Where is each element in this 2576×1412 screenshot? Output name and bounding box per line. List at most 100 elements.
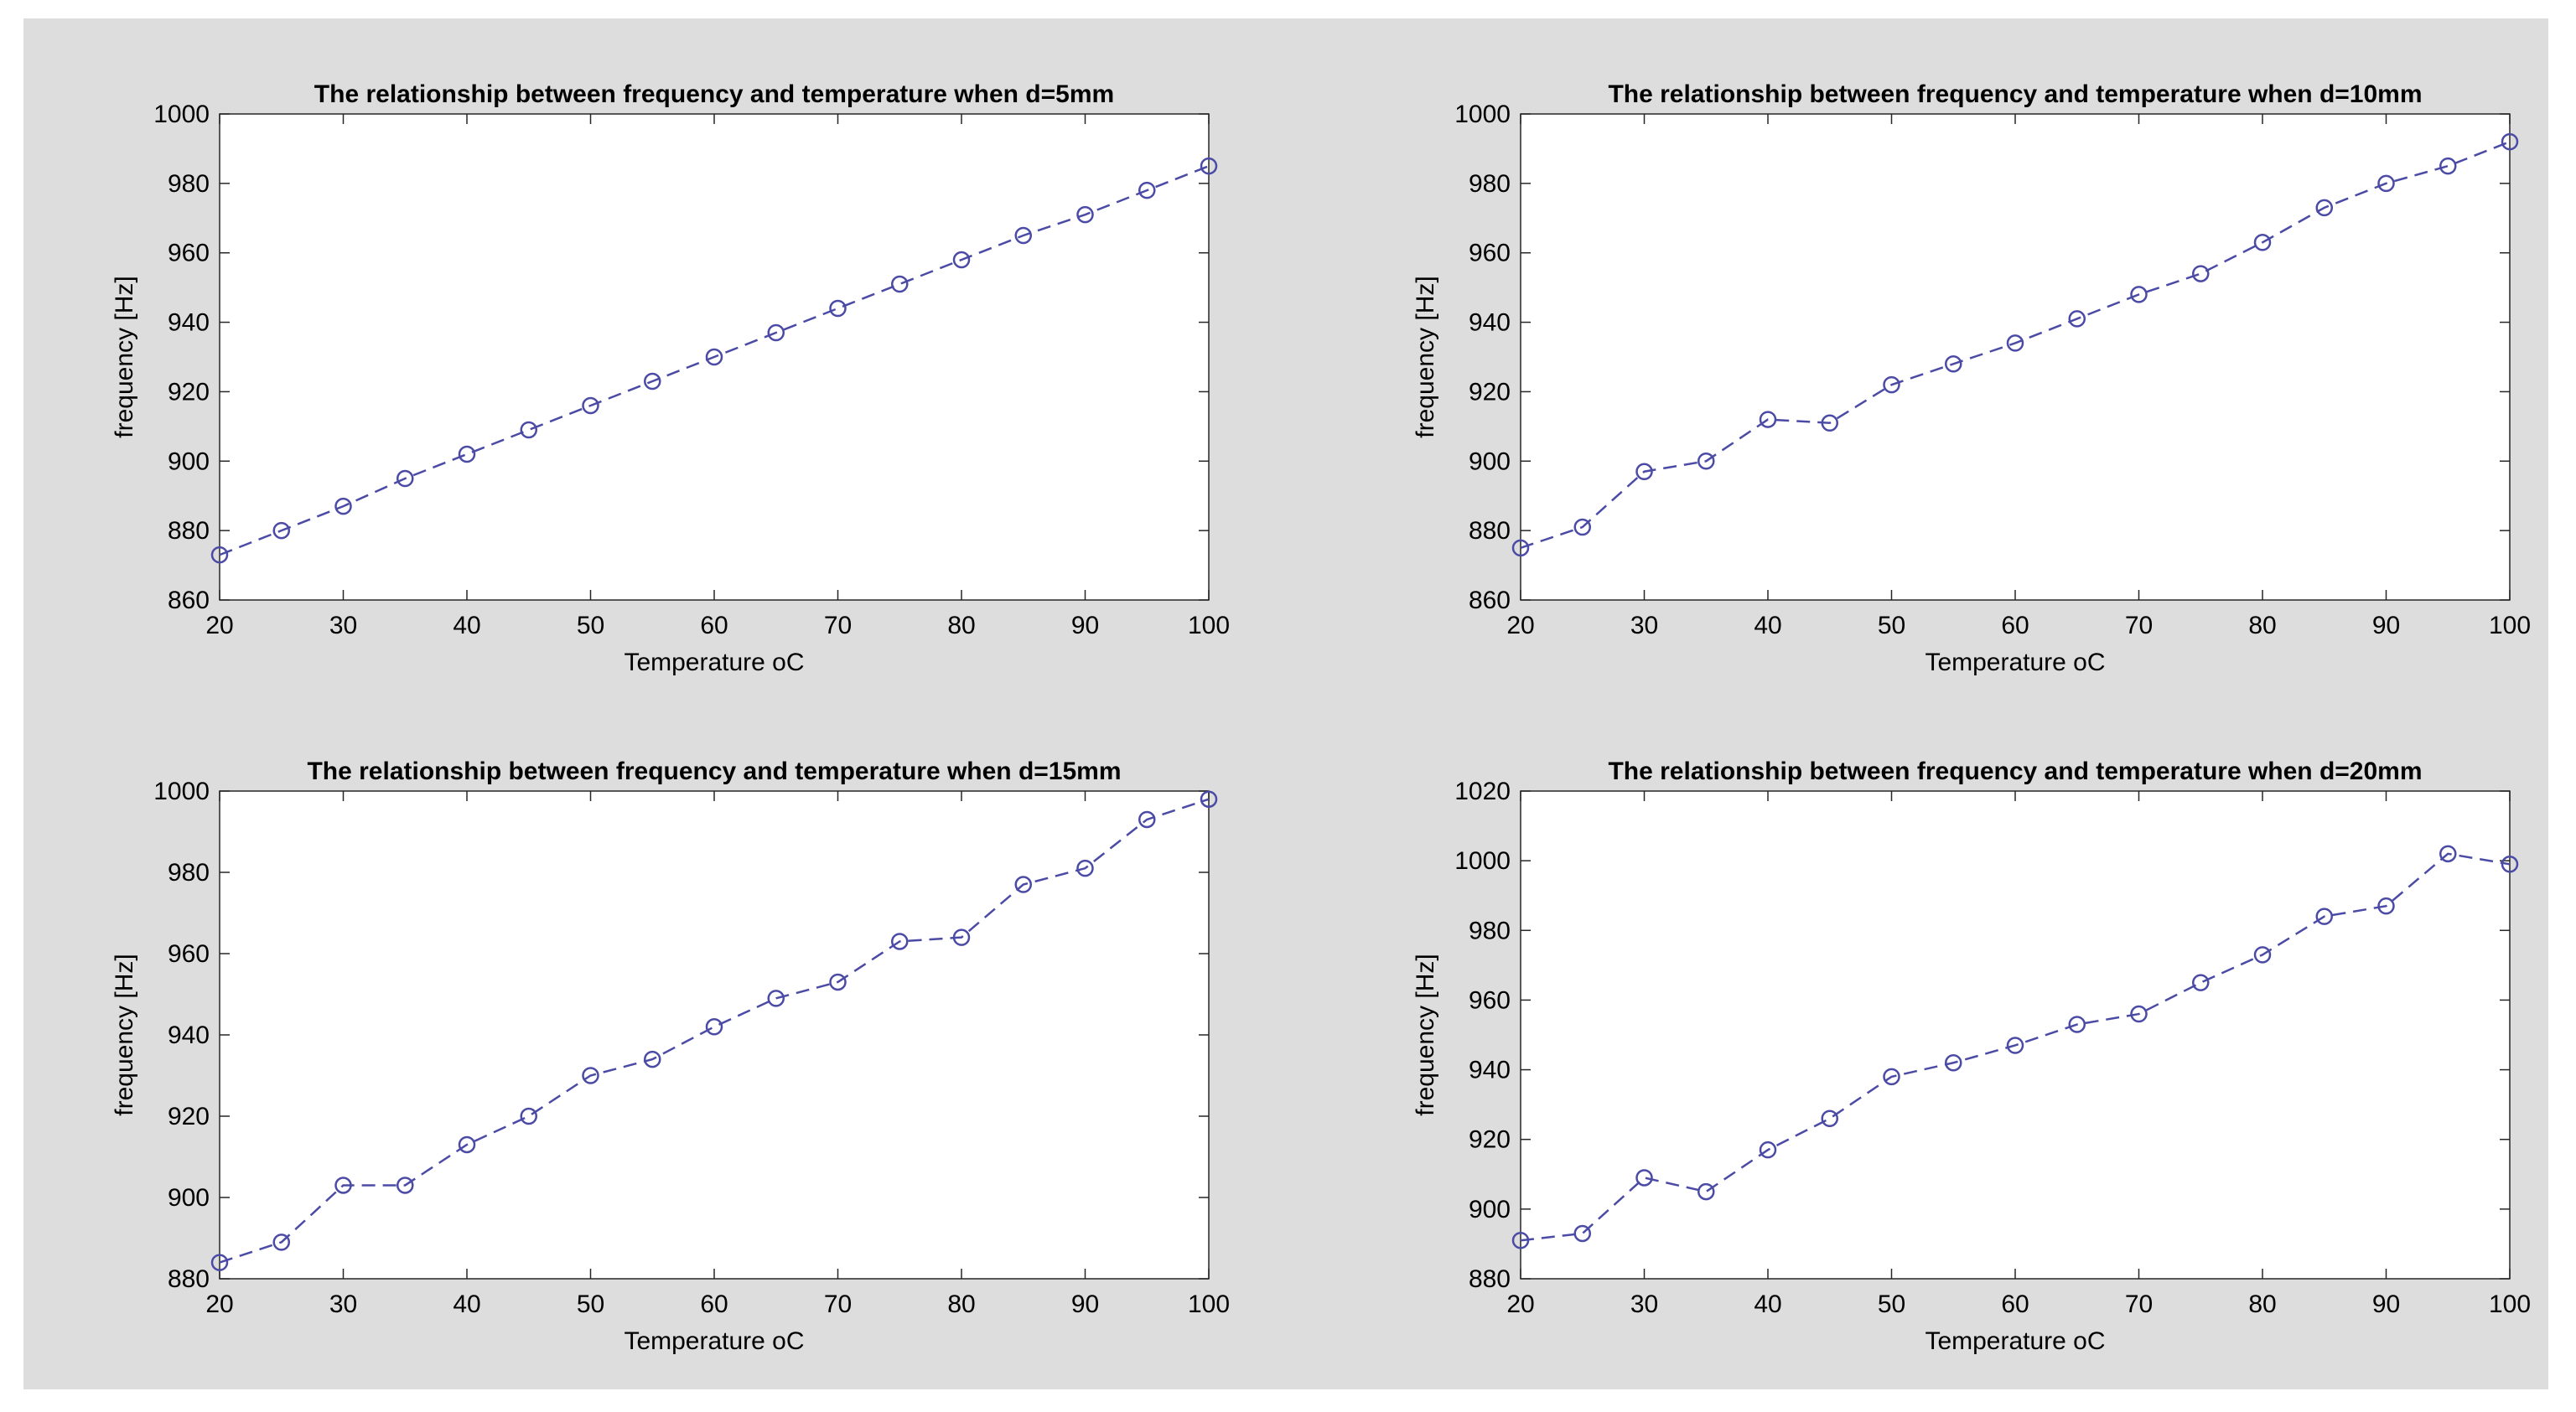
data-point bbox=[644, 372, 661, 390]
series-line bbox=[1520, 140, 2511, 550]
y-tick-label: 1020 bbox=[1454, 778, 1511, 805]
y-tick-label: 920 bbox=[1469, 378, 1511, 406]
figure-svg: The relationship between frequency and t… bbox=[111, 80, 2531, 1355]
chart-title: The relationship between frequency and t… bbox=[307, 758, 1121, 785]
y-tick-label: 860 bbox=[168, 587, 210, 614]
x-tick-label: 30 bbox=[1630, 612, 1658, 639]
data-point bbox=[1759, 411, 1777, 428]
x-axis-label: Temperature oC bbox=[1925, 649, 2105, 676]
x-tick-label: 100 bbox=[2489, 1290, 2531, 1318]
y-tick-label: 1000 bbox=[153, 101, 210, 128]
x-tick-label: 50 bbox=[1878, 612, 1905, 639]
data-point bbox=[1200, 157, 1218, 175]
data-point bbox=[334, 497, 352, 515]
x-tick-label: 70 bbox=[2125, 1290, 2153, 1318]
data-point bbox=[2130, 1005, 2148, 1023]
data-point bbox=[705, 348, 723, 366]
data-point bbox=[1821, 1109, 1838, 1128]
x-tick-label: 30 bbox=[329, 612, 357, 639]
x-axis-label: Temperature oC bbox=[624, 649, 804, 676]
x-tick-label: 20 bbox=[205, 612, 233, 639]
plot-area bbox=[1520, 790, 2511, 1280]
data-point bbox=[2192, 265, 2210, 282]
x-tick-label: 90 bbox=[1071, 1290, 1099, 1318]
y-tick-label: 980 bbox=[1469, 917, 1511, 944]
data-point bbox=[1573, 518, 1591, 536]
x-tick-label: 30 bbox=[329, 1290, 357, 1318]
data-point bbox=[1076, 859, 1094, 877]
y-tick-label: 980 bbox=[168, 859, 210, 887]
figure: The relationship between frequency and t… bbox=[23, 18, 2548, 1389]
y-axis-label: frequency [Hz] bbox=[111, 954, 138, 1115]
x-tick-label: 70 bbox=[824, 612, 852, 639]
y-tick-label: 960 bbox=[168, 940, 210, 968]
data-point bbox=[1200, 790, 1218, 808]
chart-title: The relationship between frequency and t… bbox=[314, 80, 1114, 108]
data-point bbox=[397, 1177, 414, 1194]
data-point bbox=[2439, 845, 2457, 863]
x-tick-label: 100 bbox=[1188, 612, 1230, 639]
data-point bbox=[767, 323, 785, 342]
y-tick-label: 900 bbox=[1469, 447, 1511, 475]
data-point bbox=[334, 1177, 352, 1194]
data-point bbox=[582, 1067, 599, 1084]
data-point bbox=[458, 1135, 476, 1154]
y-tick-label: 940 bbox=[168, 1022, 210, 1049]
y-tick-label: 920 bbox=[168, 1103, 210, 1130]
data-point bbox=[1138, 810, 1156, 829]
chart-title: The relationship between frequency and t… bbox=[1608, 80, 2422, 108]
y-tick-label: 960 bbox=[1469, 986, 1511, 1014]
y-axis-label: frequency [Hz] bbox=[1412, 954, 1439, 1115]
data-point bbox=[829, 973, 847, 991]
series-line bbox=[219, 798, 1210, 1264]
x-tick-label: 80 bbox=[947, 1290, 975, 1318]
data-point bbox=[2501, 132, 2519, 151]
data-point bbox=[1635, 1169, 1653, 1187]
plot-area bbox=[1520, 113, 2511, 601]
x-tick-label: 80 bbox=[947, 612, 975, 639]
y-tick-label: 960 bbox=[1469, 240, 1511, 267]
subplot-3: The relationship between frequency and t… bbox=[111, 758, 1230, 1355]
y-tick-label: 880 bbox=[168, 1265, 210, 1293]
data-point bbox=[1945, 355, 1962, 373]
x-tick-label: 50 bbox=[577, 612, 604, 639]
data-point bbox=[2315, 199, 2333, 217]
x-tick-label: 20 bbox=[1506, 1290, 1534, 1318]
y-tick-label: 940 bbox=[1469, 309, 1511, 337]
data-point bbox=[705, 1018, 723, 1036]
x-tick-label: 20 bbox=[205, 1290, 233, 1318]
data-point bbox=[644, 1050, 661, 1068]
data-point bbox=[1014, 226, 1032, 245]
data-point bbox=[952, 928, 971, 946]
data-point bbox=[2130, 286, 2148, 303]
data-point bbox=[520, 1107, 537, 1125]
x-axis-label: Temperature oC bbox=[1925, 1327, 2105, 1355]
data-point bbox=[210, 546, 229, 564]
data-point bbox=[1697, 453, 1715, 470]
x-tick-label: 40 bbox=[1754, 1290, 1781, 1318]
y-tick-label: 940 bbox=[1469, 1057, 1511, 1084]
x-tick-label: 80 bbox=[2248, 612, 2276, 639]
data-point bbox=[2377, 897, 2395, 915]
data-point bbox=[1883, 375, 1900, 394]
data-point bbox=[1883, 1068, 1900, 1086]
data-point bbox=[891, 933, 909, 950]
x-tick-label: 90 bbox=[2372, 1290, 2400, 1318]
y-tick-label: 920 bbox=[1469, 1126, 1511, 1154]
data-point bbox=[1635, 463, 1653, 480]
x-tick-label: 60 bbox=[2001, 1290, 2029, 1318]
data-point bbox=[2439, 157, 2457, 175]
data-point bbox=[1014, 876, 1032, 893]
data-point bbox=[2253, 234, 2272, 251]
data-point bbox=[829, 299, 847, 318]
y-tick-label: 1000 bbox=[153, 778, 210, 805]
y-tick-label: 920 bbox=[168, 378, 210, 406]
x-tick-label: 40 bbox=[453, 1290, 480, 1318]
data-point bbox=[272, 1234, 290, 1251]
x-tick-label: 20 bbox=[1506, 612, 1534, 639]
data-point bbox=[2006, 1037, 2024, 1054]
data-point bbox=[2315, 908, 2333, 925]
data-point bbox=[397, 469, 414, 488]
x-tick-label: 40 bbox=[1754, 612, 1781, 639]
subplot-4: The relationship between frequency and t… bbox=[1412, 758, 2531, 1355]
